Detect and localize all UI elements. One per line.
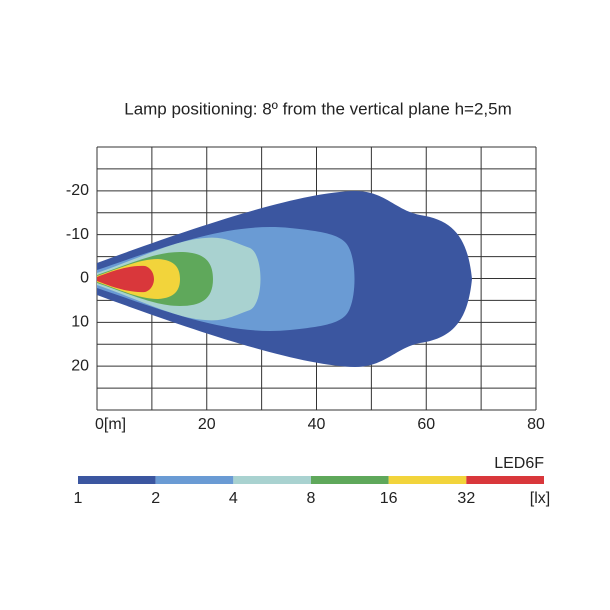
scale-label: 8 (307, 490, 316, 507)
y-tick-label: 20 (71, 357, 89, 374)
scale-segment (78, 476, 156, 484)
scale-label: 16 (380, 490, 398, 507)
scale-label: 1 (74, 490, 83, 507)
y-tick-label: -10 (66, 226, 89, 243)
contour (97, 265, 154, 293)
scale-label: 2 (151, 490, 160, 507)
chart-title: Lamp positioning: 8º from the vertical p… (124, 99, 512, 118)
y-tick-label: -20 (66, 182, 89, 199)
unit-label: [lx] (530, 490, 550, 507)
x-tick-label: 20 (198, 416, 216, 433)
y-tick-label: 0 (80, 270, 89, 287)
x-tick-label: 60 (417, 416, 435, 433)
x-tick-label: 80 (527, 416, 545, 433)
y-tick-label: 10 (71, 314, 89, 331)
scale-segment (466, 476, 544, 484)
scale-label: 4 (229, 490, 238, 507)
scale-segment (388, 476, 467, 484)
product-label: LED6F (494, 455, 544, 472)
contours (97, 191, 472, 367)
x-tick-label: 0[m] (95, 416, 126, 433)
scale-segment (233, 476, 311, 484)
scale-segment (311, 476, 389, 484)
x-tick-label: 40 (308, 416, 326, 433)
scale-segment (155, 476, 234, 484)
scale-label: 32 (457, 490, 475, 507)
